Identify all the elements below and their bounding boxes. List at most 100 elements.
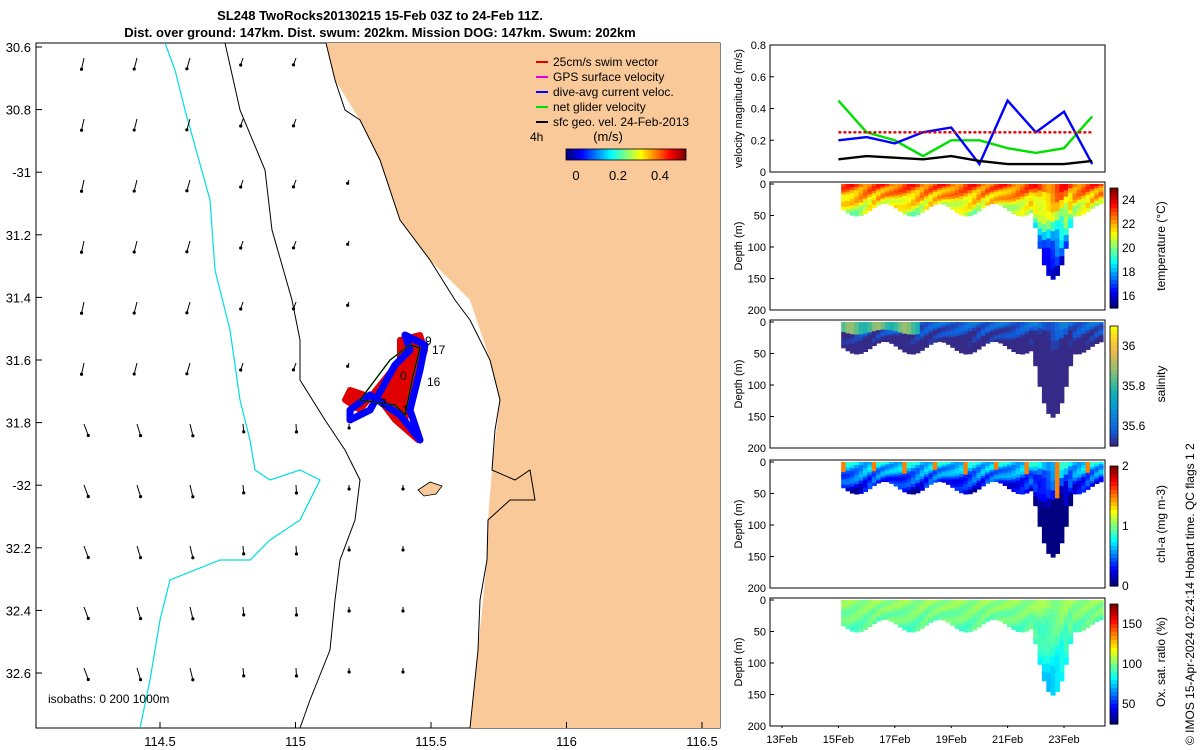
latitude-ticks: 30.6 30.8 -31 31.2 31.4 31.6 31.8 -32 32.2 32.4 32… (6, 40, 42, 681)
time-tick-label: 13Feb (766, 734, 797, 746)
velocity-ytick: 0.6 (751, 72, 766, 84)
time-tick-label: 23Feb (1048, 734, 1079, 746)
lat-tick-label: 31.6 (6, 353, 31, 368)
depth-tick: 50 (754, 489, 766, 501)
timestep-label: 4h (530, 130, 543, 144)
colorbar-tick: 35.6 (1122, 419, 1146, 433)
depth-tick: 50 (754, 349, 766, 361)
colorbar-tick: 20 (1122, 241, 1136, 255)
depth-tick: 0 (760, 179, 766, 191)
current-arrow (186, 301, 191, 313)
track-label: 17 (432, 343, 446, 357)
colorbar-tick: 35.8 (1122, 379, 1146, 393)
depth-tick: 100 (748, 380, 766, 392)
current-arrow (136, 667, 142, 680)
depth-tick: 150 (748, 412, 766, 424)
colorbar-tick: 24 (1122, 193, 1136, 207)
current-arrow (189, 423, 194, 436)
glider-track (342, 331, 429, 444)
lon-tick-label: 116 (556, 734, 577, 749)
lat-tick-label: 32.4 (6, 603, 31, 618)
isobath-200m (224, 42, 361, 729)
lon-tick-label: 114.5 (144, 734, 176, 749)
colorbar-tick: 150 (1122, 617, 1142, 631)
colorbar-tick: 50 (1122, 697, 1136, 711)
colorbar-label: temperature (°C) (1154, 201, 1168, 291)
legend-label: 25cm/s swim vector (553, 55, 658, 69)
depth-tick: 50 (754, 627, 766, 639)
coastline (325, 42, 536, 729)
current-arrow (81, 362, 85, 375)
colorbar-tick: 2 (1122, 459, 1129, 473)
lat-tick-label: -31 (12, 165, 31, 180)
section-data (841, 600, 1104, 696)
current-arrow (81, 118, 85, 131)
current-arrow (189, 484, 194, 497)
depth-tick: 0 (760, 457, 766, 469)
colorbar-tick: 36 (1122, 339, 1136, 353)
colorbar-tick: 0 (1122, 579, 1129, 593)
colorbar-tick: 18 (1122, 265, 1136, 279)
section-data (841, 184, 1104, 280)
current-arrow (133, 301, 138, 314)
current-arrow (81, 57, 85, 70)
time-tick-label: 19Feb (936, 734, 967, 746)
current-arrow (133, 362, 138, 375)
depth-ylabel: Depth (m) (733, 500, 745, 549)
depth-ylabel: Depth (m) (733, 638, 745, 687)
time-tick-label: 17Feb (879, 734, 910, 746)
colorbar-unit: (m/s) (593, 129, 623, 144)
time-tick-label: 21Feb (992, 734, 1023, 746)
current-arrow (186, 179, 191, 191)
current-arrow (136, 484, 142, 497)
legend-label: sfc geo. vel. 24-Feb-2013 (553, 115, 689, 129)
isobaths-label: isobaths: 0 200 1000m (48, 692, 169, 706)
velocity-axes (769, 44, 1106, 173)
track-label: 2 (380, 396, 387, 410)
section-colorbar (1109, 465, 1119, 587)
velocity-series-line (838, 154, 1093, 166)
current-arrow (83, 484, 89, 497)
lat-tick-label: 31.8 (6, 416, 31, 431)
current-arrow (133, 240, 138, 253)
colorbar-tick: 0 (572, 168, 579, 183)
section-colorbar (1109, 325, 1119, 447)
current-arrow (133, 118, 138, 131)
section-colorbar (1109, 603, 1119, 725)
velocity-ytick: 0.8 (751, 40, 766, 52)
lat-tick-label: 31.2 (6, 228, 31, 243)
current-arrow (83, 667, 89, 680)
legend-label: GPS surface velocity (553, 70, 664, 84)
current-arrow (186, 240, 191, 252)
time-tick-label: 15Feb (823, 734, 854, 746)
velocity-series-line (838, 98, 1094, 167)
lat-tick-label: 32.2 (6, 541, 31, 556)
legend-label: dive-avg current veloc. (553, 85, 674, 99)
colorbar-label: Ox. sat. ratio (%) (1154, 617, 1168, 707)
lat-tick-label: 32.6 (6, 666, 31, 681)
depth-tick: 200 (748, 721, 766, 733)
depth-tick: 200 (748, 583, 766, 595)
colorbar-tick: 1 (1122, 519, 1129, 533)
panels: 13Feb 15Feb 17Feb 19Feb 21Feb 23Feb 0 0.2 0.4 0.6… (733, 40, 1168, 746)
colorbar-label: chl-a (mg m-3) (1154, 485, 1168, 563)
colorbar-tick: 22 (1122, 217, 1136, 231)
depth-tick: 150 (748, 690, 766, 702)
depth-tick: 100 (748, 242, 766, 254)
current-arrow (189, 606, 194, 619)
colorbar-tick: 100 (1122, 657, 1142, 671)
section-colorbar (1109, 187, 1119, 309)
colorbar-tick: 0.4 (651, 168, 669, 183)
colorbar-tick: 16 (1122, 289, 1136, 303)
current-arrow (136, 606, 142, 619)
current-arrow (186, 362, 191, 374)
depth-tick: 0 (760, 595, 766, 607)
depth-tick: 0 (760, 317, 766, 329)
depth-tick: 50 (754, 211, 766, 223)
velocity-ytick: 0.2 (751, 135, 766, 147)
isobath-1000m (139, 42, 321, 729)
current-arrow (189, 545, 194, 558)
current-arrow (186, 57, 191, 69)
